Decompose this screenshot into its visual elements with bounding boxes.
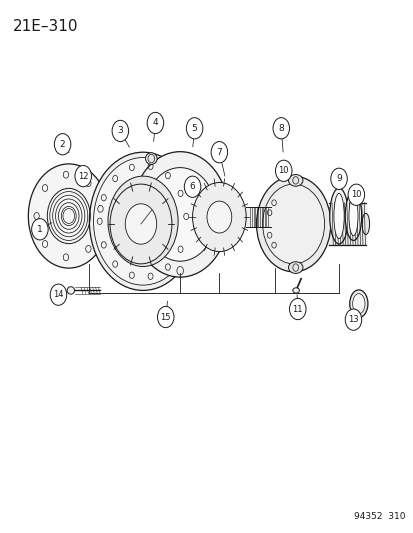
- Text: 7: 7: [216, 148, 222, 157]
- Circle shape: [256, 176, 330, 272]
- Circle shape: [211, 142, 227, 163]
- Circle shape: [50, 284, 66, 305]
- Circle shape: [275, 160, 291, 181]
- Circle shape: [157, 306, 173, 328]
- Circle shape: [131, 152, 228, 277]
- Circle shape: [112, 120, 128, 142]
- Text: 94352  310: 94352 310: [353, 512, 404, 521]
- Circle shape: [272, 118, 289, 139]
- Circle shape: [110, 184, 171, 264]
- Text: 15: 15: [160, 312, 171, 321]
- Ellipse shape: [288, 174, 302, 186]
- Text: 10: 10: [278, 166, 288, 175]
- Ellipse shape: [348, 196, 357, 236]
- Circle shape: [147, 112, 163, 134]
- Circle shape: [347, 184, 364, 205]
- Circle shape: [186, 118, 202, 139]
- Ellipse shape: [333, 193, 343, 239]
- Circle shape: [192, 182, 246, 252]
- Text: 5: 5: [191, 124, 197, 133]
- Ellipse shape: [145, 153, 157, 165]
- Ellipse shape: [329, 188, 347, 244]
- Text: 3: 3: [117, 126, 123, 135]
- Circle shape: [184, 176, 200, 197]
- Circle shape: [344, 309, 361, 330]
- Circle shape: [262, 184, 324, 264]
- Ellipse shape: [344, 191, 361, 240]
- Circle shape: [206, 201, 231, 233]
- Ellipse shape: [67, 287, 74, 294]
- Text: 12: 12: [78, 172, 88, 181]
- Circle shape: [54, 134, 71, 155]
- Text: 6: 6: [189, 182, 195, 191]
- Text: 8: 8: [278, 124, 283, 133]
- Circle shape: [31, 219, 48, 240]
- Circle shape: [289, 298, 305, 320]
- Ellipse shape: [349, 290, 367, 318]
- Circle shape: [330, 168, 347, 189]
- Ellipse shape: [352, 294, 364, 314]
- Circle shape: [125, 204, 156, 244]
- Text: 1: 1: [37, 225, 43, 234]
- Text: 2: 2: [59, 140, 65, 149]
- Circle shape: [75, 165, 91, 187]
- Ellipse shape: [361, 213, 369, 235]
- Text: 9: 9: [335, 174, 341, 183]
- Ellipse shape: [292, 288, 299, 293]
- Circle shape: [89, 152, 196, 290]
- Ellipse shape: [288, 262, 302, 273]
- Circle shape: [93, 158, 192, 285]
- Text: 11: 11: [292, 304, 302, 313]
- Circle shape: [144, 167, 216, 261]
- Text: 4: 4: [152, 118, 158, 127]
- Text: 14: 14: [53, 290, 64, 299]
- Text: 10: 10: [350, 190, 361, 199]
- Text: 21E–310: 21E–310: [13, 19, 78, 34]
- Circle shape: [28, 164, 109, 268]
- Circle shape: [108, 176, 178, 266]
- Text: 13: 13: [347, 315, 358, 324]
